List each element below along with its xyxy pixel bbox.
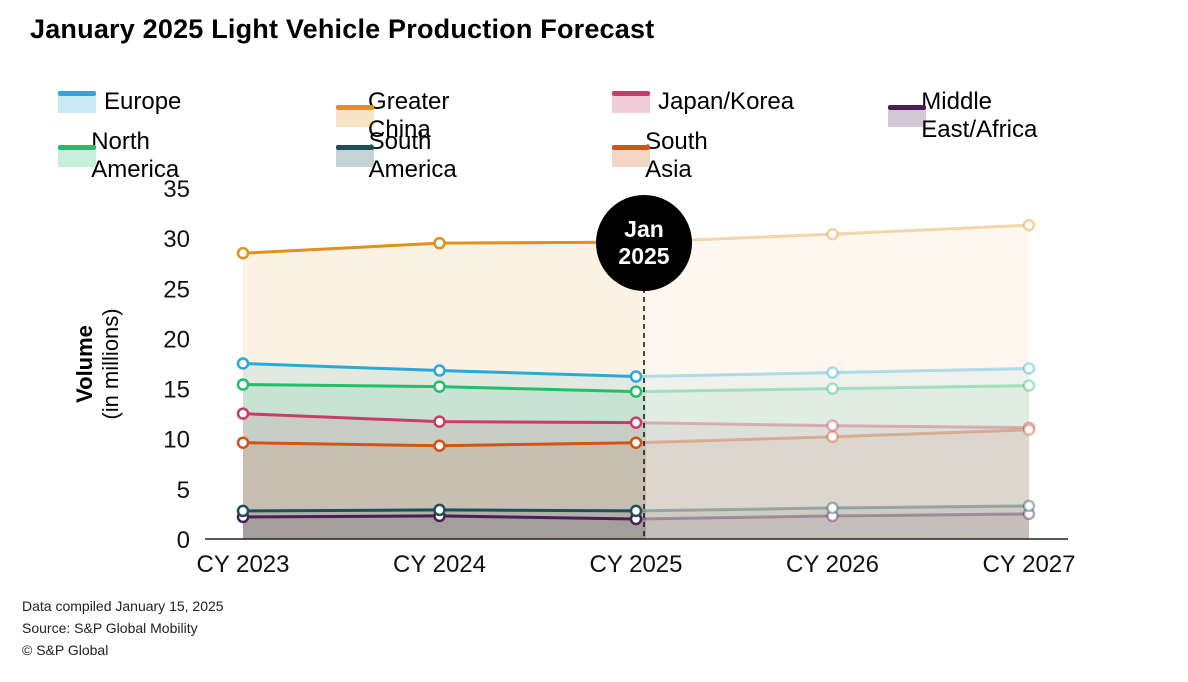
series-north-america bbox=[236, 378, 1036, 398]
y-tick-label: 5 bbox=[177, 477, 190, 504]
legend-swatch bbox=[612, 91, 650, 113]
data-point bbox=[629, 370, 643, 383]
data-point bbox=[629, 385, 643, 398]
legend-item-middle-east-africa: Middle East/Africa bbox=[888, 88, 1050, 144]
data-point bbox=[629, 416, 643, 429]
legend-swatch bbox=[888, 105, 926, 127]
legend-label: South Asia bbox=[645, 128, 708, 183]
y-tick-label: 15 bbox=[163, 377, 190, 404]
data-point bbox=[236, 504, 250, 518]
data-point bbox=[236, 357, 250, 370]
area-greater-china-forecast bbox=[646, 225, 1029, 539]
area-fills bbox=[243, 225, 1029, 539]
data-point bbox=[433, 503, 446, 517]
area-middle-east-africa-forecast bbox=[646, 513, 1029, 539]
data-point bbox=[1022, 423, 1036, 436]
data-point bbox=[433, 415, 446, 428]
marker-text-line2: 2025 bbox=[618, 243, 669, 269]
series-south-america bbox=[236, 499, 1036, 518]
marker-circle bbox=[596, 195, 692, 291]
data-point bbox=[236, 246, 250, 260]
data-point bbox=[1022, 218, 1036, 232]
area-greater-china-actual bbox=[243, 241, 646, 539]
x-tick-label: CY 2024 bbox=[393, 551, 486, 578]
legend-item-north-america: North America bbox=[58, 128, 192, 184]
chart-title: January 2025 Light Vehicle Production Fo… bbox=[30, 14, 655, 44]
legend-label: Middle East/Africa bbox=[921, 88, 1038, 143]
y-tick-label: 0 bbox=[177, 527, 190, 554]
data-point bbox=[629, 504, 643, 518]
y-tick-label: 25 bbox=[163, 276, 190, 303]
data-point bbox=[629, 436, 643, 449]
area-europe-actual bbox=[243, 363, 646, 539]
area-south-asia-actual bbox=[243, 442, 646, 539]
y-tick-label: 10 bbox=[163, 427, 190, 454]
legend-label: Greater China bbox=[368, 88, 450, 143]
data-point bbox=[826, 501, 839, 515]
series-japan-korea bbox=[236, 407, 1036, 434]
marker-text-line1: Jan bbox=[624, 216, 664, 242]
data-point bbox=[433, 380, 446, 393]
area-europe-forecast bbox=[646, 368, 1029, 539]
data-point bbox=[433, 364, 446, 377]
data-point bbox=[433, 439, 446, 452]
legend-swatch bbox=[612, 145, 650, 167]
data-point bbox=[826, 366, 839, 379]
series-europe bbox=[236, 357, 1036, 383]
area-south-asia-forecast bbox=[646, 429, 1029, 539]
x-tick-label: CY 2023 bbox=[197, 551, 290, 578]
footnote-compiled: Data compiled January 15, 2025 bbox=[22, 598, 224, 614]
legend-swatch bbox=[58, 91, 96, 113]
footnote-copyright: © S&P Global bbox=[22, 642, 109, 658]
legend-swatch bbox=[336, 145, 374, 167]
data-point bbox=[236, 378, 250, 391]
legend-item-greater-china: Greater China bbox=[336, 88, 463, 144]
series-south-asia bbox=[236, 423, 1036, 452]
y-tick-label: 35 bbox=[163, 176, 190, 203]
area-japan-korea-forecast bbox=[646, 422, 1029, 539]
legend-swatch bbox=[58, 145, 96, 167]
legend-item-europe: Europe bbox=[58, 88, 181, 116]
x-tick-label: CY 2027 bbox=[983, 551, 1076, 578]
data-point bbox=[826, 227, 839, 241]
data-point bbox=[1022, 499, 1036, 513]
legend-label: Japan/Korea bbox=[658, 88, 795, 115]
data-point bbox=[236, 436, 250, 449]
legend-item-japan-korea: Japan/Korea bbox=[612, 88, 794, 116]
legend-item-south-america: South America bbox=[336, 128, 470, 184]
data-point bbox=[826, 430, 839, 443]
data-point bbox=[826, 419, 839, 432]
legend-label: North America bbox=[91, 128, 180, 183]
x-tick-label: CY 2026 bbox=[786, 551, 879, 578]
data-point bbox=[1022, 379, 1036, 392]
y-tick-label: 30 bbox=[163, 226, 190, 253]
area-south-america-forecast bbox=[646, 505, 1029, 539]
data-point bbox=[433, 236, 446, 250]
y-axis-title: Volume(in millions) bbox=[72, 308, 123, 419]
legend-label: South America bbox=[368, 128, 457, 183]
area-north-america-forecast bbox=[646, 385, 1029, 539]
data-point bbox=[236, 407, 250, 420]
data-point bbox=[826, 382, 839, 395]
legend-label: Europe bbox=[104, 88, 182, 115]
data-point bbox=[1022, 362, 1036, 375]
legend-item-south-asia: South Asia bbox=[612, 128, 721, 184]
footnote-source: Source: S&P Global Mobility bbox=[22, 620, 198, 636]
legend-swatch bbox=[336, 105, 374, 127]
x-tick-label: CY 2025 bbox=[590, 551, 683, 578]
series-middle-east-africa bbox=[236, 507, 1036, 526]
area-middle-east-africa-actual bbox=[243, 515, 646, 539]
y-tick-label: 20 bbox=[163, 326, 190, 353]
